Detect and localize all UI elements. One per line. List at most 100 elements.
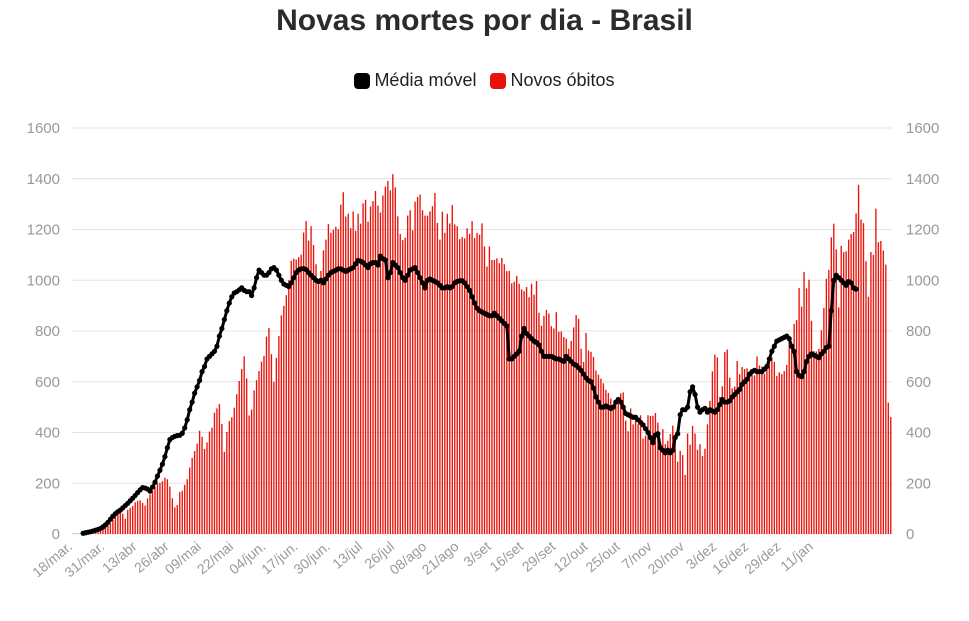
- x-tick-label: 09/mai: [162, 538, 204, 577]
- bar: [518, 283, 520, 534]
- bar: [620, 393, 622, 534]
- bar: [127, 509, 129, 534]
- moving-average-point: [201, 363, 208, 370]
- bar: [677, 461, 679, 534]
- moving-average-point: [417, 275, 423, 281]
- bar: [813, 351, 815, 534]
- bar: [340, 204, 342, 534]
- legend-swatch-media-movel: [354, 72, 371, 89]
- bar: [384, 186, 387, 534]
- moving-average-point: [350, 264, 356, 271]
- moving-average-point: [670, 447, 676, 453]
- bar: [553, 328, 555, 534]
- bar: [738, 374, 741, 534]
- bar: [498, 263, 501, 534]
- bar: [496, 258, 498, 534]
- bar: [890, 417, 892, 534]
- bar: [520, 289, 523, 534]
- y-tick-label-left: 1400: [27, 171, 60, 188]
- bar: [265, 336, 268, 534]
- moving-average-point: [219, 325, 225, 332]
- bar: [161, 481, 164, 534]
- bar: [590, 351, 592, 534]
- bar: [706, 424, 709, 534]
- bar: [231, 417, 233, 534]
- bar: [258, 371, 260, 534]
- moving-average-point: [278, 277, 284, 283]
- bar: [634, 417, 637, 534]
- moving-average-point: [786, 336, 792, 342]
- bar: [696, 449, 699, 534]
- bar: [280, 315, 283, 534]
- bar: [761, 366, 763, 534]
- moving-average-point: [848, 280, 854, 286]
- bar: [667, 440, 669, 534]
- bar: [196, 443, 198, 534]
- moving-average-point: [798, 374, 805, 380]
- legend-item-novos-obitos[interactable]: Novos óbitos: [490, 70, 615, 91]
- bar: [788, 340, 790, 534]
- bar: [763, 373, 766, 534]
- moving-average-point: [588, 379, 594, 385]
- moving-average-point: [685, 404, 691, 410]
- y-tick-label-right: 0: [906, 526, 914, 543]
- moving-average-point: [387, 270, 393, 276]
- bar: [322, 250, 325, 534]
- moving-average-point: [826, 343, 832, 349]
- bar: [174, 507, 176, 534]
- moving-average-point: [276, 272, 282, 278]
- bar: [159, 482, 161, 534]
- moving-average-point: [687, 389, 693, 395]
- moving-average-point: [675, 431, 681, 437]
- bar: [501, 257, 503, 534]
- bar: [451, 205, 453, 534]
- y-tick-label-right: 1400: [906, 171, 939, 188]
- bar: [357, 213, 359, 534]
- bar: [149, 494, 151, 534]
- bar: [191, 457, 193, 534]
- legend-item-media-movel[interactable]: Média móvel: [354, 70, 476, 91]
- bar: [478, 234, 481, 534]
- bar: [449, 223, 451, 534]
- y-tick-label-left: 400: [35, 425, 60, 442]
- bar: [612, 407, 614, 534]
- bar: [629, 408, 632, 534]
- moving-average-point: [467, 287, 473, 293]
- bar: [748, 372, 751, 534]
- bar: [652, 415, 654, 534]
- bar: [471, 221, 473, 534]
- bar: [882, 250, 885, 534]
- bar: [528, 297, 530, 534]
- bar: [255, 380, 258, 534]
- moving-average-point: [157, 467, 163, 473]
- bar: [436, 222, 439, 534]
- moving-average-point: [385, 275, 391, 281]
- y-tick-label-right: 1000: [906, 272, 939, 289]
- bar: [838, 307, 840, 534]
- moving-average-point: [640, 422, 646, 428]
- bar: [409, 210, 411, 534]
- moving-average-point: [152, 479, 158, 485]
- moving-average-point: [538, 348, 545, 354]
- bar: [188, 467, 191, 534]
- bar: [454, 224, 456, 535]
- bar: [558, 331, 560, 534]
- bar: [238, 380, 240, 534]
- bar: [538, 312, 540, 534]
- moving-average-point: [816, 355, 822, 361]
- bar: [288, 280, 290, 534]
- y-tick-label-right: 400: [906, 425, 931, 442]
- bar: [156, 483, 159, 534]
- bar: [793, 323, 795, 534]
- bar: [416, 196, 419, 535]
- bar: [275, 357, 278, 534]
- bar: [870, 252, 872, 535]
- bar: [751, 373, 753, 534]
- bar: [198, 430, 201, 534]
- bar: [731, 388, 733, 534]
- bar: [97, 530, 99, 534]
- x-tick-label: 22/mai: [194, 538, 236, 577]
- moving-average-point: [194, 384, 200, 390]
- bar: [605, 389, 607, 534]
- moving-average-point: [578, 367, 584, 373]
